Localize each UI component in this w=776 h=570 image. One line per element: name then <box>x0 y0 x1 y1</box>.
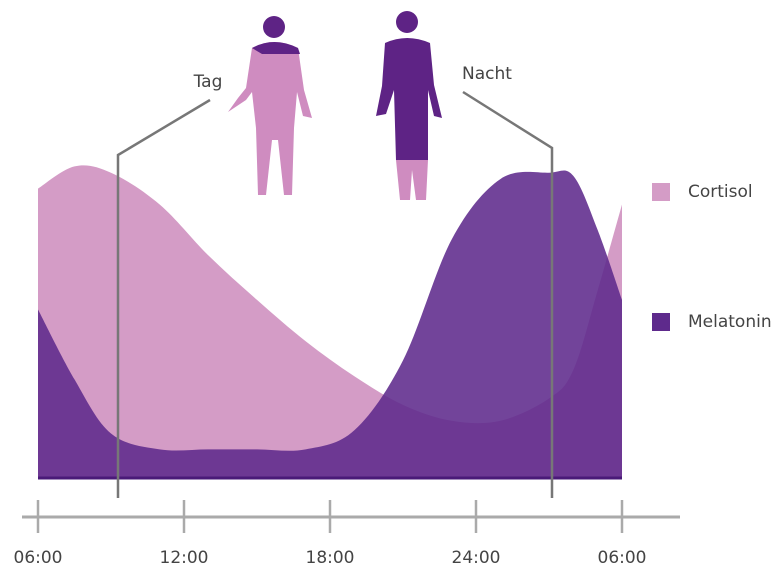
area <box>38 165 622 478</box>
annotation: Tag <box>193 72 223 92</box>
legend-label: Cortisol <box>688 182 753 202</box>
x-tick-label: 06:00 <box>14 548 63 568</box>
legend-swatch <box>652 313 670 331</box>
annotation: Nacht <box>462 64 512 84</box>
x-tick-label: 18:00 <box>306 548 355 568</box>
legend: Cortisol Melatonin <box>652 182 772 332</box>
plot-area <box>38 165 622 480</box>
legend-label: Melatonin <box>688 312 772 332</box>
x-tick-label: 24:00 <box>452 548 501 568</box>
x-tick-label: 06:00 <box>598 548 647 568</box>
area <box>38 170 622 478</box>
night-figure <box>376 11 442 200</box>
legend-swatch <box>652 183 670 201</box>
callout-line <box>462 90 554 498</box>
day-figure <box>228 16 312 195</box>
x-tick-label: 12:00 <box>160 548 209 568</box>
callout-line <box>116 98 211 498</box>
